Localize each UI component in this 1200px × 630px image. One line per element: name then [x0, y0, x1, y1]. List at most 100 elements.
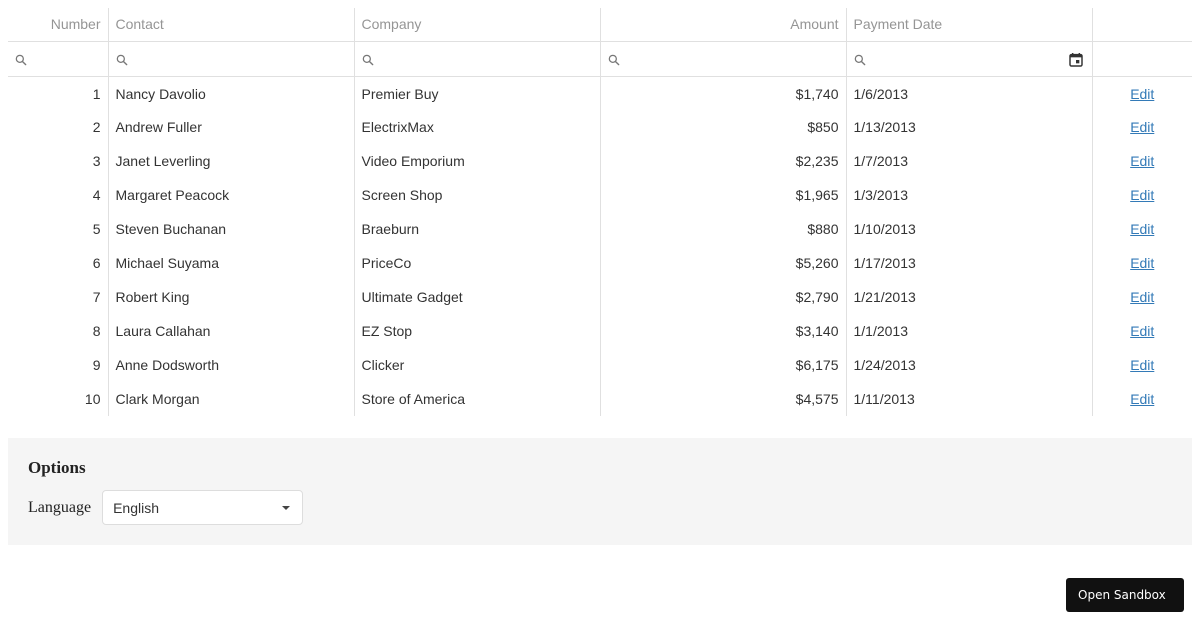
filter-empty-cell [1092, 41, 1192, 77]
edit-link[interactable]: Edit [1130, 357, 1155, 373]
search-icon [362, 54, 373, 66]
cell-amount: $2,235 [600, 144, 847, 178]
cell-payment-date: 1/6/2013 [846, 76, 1093, 110]
table-row[interactable]: 9 Anne Dodsworth Clicker $6,175 1/24/2013 Edi… [8, 348, 1192, 382]
cell-company: EZ Stop [354, 314, 601, 348]
cell-payment-date: 1/11/2013 [846, 382, 1093, 416]
column-header-company[interactable]: Company [354, 8, 601, 42]
cell-amount: $850 [600, 110, 847, 144]
table-row[interactable]: 7 Robert King Ultimate Gadget $2,790 1/21/20… [8, 280, 1192, 314]
search-icon [608, 54, 619, 66]
chevron-down-icon [282, 505, 291, 510]
cell-edit: Edit [1092, 280, 1192, 314]
cell-contact: Janet Leverling [108, 144, 355, 178]
cell-edit: Edit [1092, 314, 1192, 348]
cell-amount: $5,260 [600, 246, 847, 280]
cell-company: PriceCo [354, 246, 601, 280]
header-row: Number Contact Company Amount Payment Da… [8, 8, 1192, 42]
table-row[interactable]: 2 Andrew Fuller ElectrixMax $850 1/13/2013 Ed… [8, 110, 1192, 144]
cell-payment-date: 1/17/2013 [846, 246, 1093, 280]
edit-link[interactable]: Edit [1130, 255, 1155, 271]
cell-number: 5 [8, 212, 109, 246]
cell-number: 9 [8, 348, 109, 382]
edit-link[interactable]: Edit [1130, 391, 1155, 407]
cell-contact: Andrew Fuller [108, 110, 355, 144]
options-panel: Options Language English [8, 438, 1192, 545]
cell-payment-date: 1/24/2013 [846, 348, 1093, 382]
cell-number: 6 [8, 246, 109, 280]
cell-company: Store of America [354, 382, 601, 416]
cell-contact: Margaret Peacock [108, 178, 355, 212]
table-row[interactable]: 4 Margaret Peacock Screen Shop $1,965 1/3/20… [8, 178, 1192, 212]
column-header-contact[interactable]: Contact [108, 8, 355, 42]
cell-number: 4 [8, 178, 109, 212]
cell-amount: $4,575 [600, 382, 847, 416]
cell-company: ElectrixMax [354, 110, 601, 144]
edit-link[interactable]: Edit [1130, 323, 1155, 339]
table-row[interactable]: 5 Steven Buchanan Braeburn $880 1/10/2013 Edi… [8, 212, 1192, 246]
cell-payment-date: 1/21/2013 [846, 280, 1093, 314]
cell-payment-date: 1/7/2013 [846, 144, 1093, 178]
edit-link[interactable]: Edit [1130, 153, 1155, 169]
cell-contact: Clark Morgan [108, 382, 355, 416]
cell-contact: Michael Suyama [108, 246, 355, 280]
column-header-number[interactable]: Number [8, 8, 109, 42]
open-sandbox-button[interactable]: Open Sandbox [1066, 578, 1184, 612]
table-row[interactable]: 8 Laura Callahan EZ Stop $3,140 1/1/2013 Edit [8, 314, 1192, 348]
cell-company: Screen Shop [354, 178, 601, 212]
cell-edit: Edit [1092, 110, 1192, 144]
cell-amount: $880 [600, 212, 847, 246]
table-row[interactable]: 6 Michael Suyama PriceCo $5,260 1/17/2013 Edi… [8, 246, 1192, 280]
table-row[interactable]: 10 Clark Morgan Store of America $4,575 1/11… [8, 382, 1192, 416]
column-header-payment-date[interactable]: Payment Date [846, 8, 1093, 42]
cell-number: 7 [8, 280, 109, 314]
cell-amount: $6,175 [600, 348, 847, 382]
language-option: Language English [28, 490, 1172, 525]
filter-contact-input[interactable] [108, 41, 355, 77]
cell-number: 2 [8, 110, 109, 144]
cell-payment-date: 1/10/2013 [846, 212, 1093, 246]
cell-contact: Nancy Davolio [108, 76, 355, 110]
cell-payment-date: 1/13/2013 [846, 110, 1093, 144]
search-icon [116, 54, 127, 66]
edit-link[interactable]: Edit [1130, 221, 1155, 237]
cell-edit: Edit [1092, 76, 1192, 110]
cell-company: Ultimate Gadget [354, 280, 601, 314]
data-grid: Number Contact Company Amount Payment Da… [8, 8, 1192, 416]
cell-edit: Edit [1092, 144, 1192, 178]
language-label: Language [28, 498, 92, 516]
options-title: Options [28, 458, 86, 477]
cell-payment-date: 1/3/2013 [846, 178, 1093, 212]
edit-link[interactable]: Edit [1130, 289, 1155, 305]
table-row[interactable]: 1 Nancy Davolio Premier Buy $1,740 1/6/2013 E… [8, 76, 1192, 110]
cell-company: Braeburn [354, 212, 601, 246]
edit-link[interactable]: Edit [1130, 85, 1155, 102]
cell-edit: Edit [1092, 382, 1192, 416]
cell-number: 10 [8, 382, 109, 416]
cell-amount: $3,140 [600, 314, 847, 348]
filter-company-input[interactable] [354, 41, 601, 77]
cell-company: Video Emporium [354, 144, 601, 178]
cell-amount: $2,790 [600, 280, 847, 314]
cell-contact: Steven Buchanan [108, 212, 355, 246]
cell-contact: Anne Dodsworth [108, 348, 355, 382]
filter-row [8, 41, 1192, 77]
search-icon [854, 54, 865, 66]
cell-company: Clicker [354, 348, 601, 382]
cell-amount: $1,740 [600, 76, 847, 110]
filter-amount-input[interactable] [600, 41, 847, 77]
edit-link[interactable]: Edit [1130, 119, 1155, 135]
table-row[interactable]: 3 Janet Leverling Video Emporium $2,235 1/7/… [8, 144, 1192, 178]
column-header-amount[interactable]: Amount [600, 8, 847, 42]
cell-contact: Robert King [108, 280, 355, 314]
column-header-actions [1092, 8, 1192, 42]
edit-link[interactable]: Edit [1130, 187, 1155, 203]
calendar-icon[interactable] [1068, 52, 1084, 68]
cell-company: Premier Buy [354, 76, 601, 110]
language-select[interactable]: English [102, 490, 304, 525]
filter-number-input[interactable] [8, 41, 109, 77]
cell-number: 3 [8, 144, 109, 178]
filter-payment-date-input[interactable] [846, 41, 1093, 77]
cell-payment-date: 1/1/2013 [846, 314, 1093, 348]
cell-number: 8 [8, 314, 109, 348]
